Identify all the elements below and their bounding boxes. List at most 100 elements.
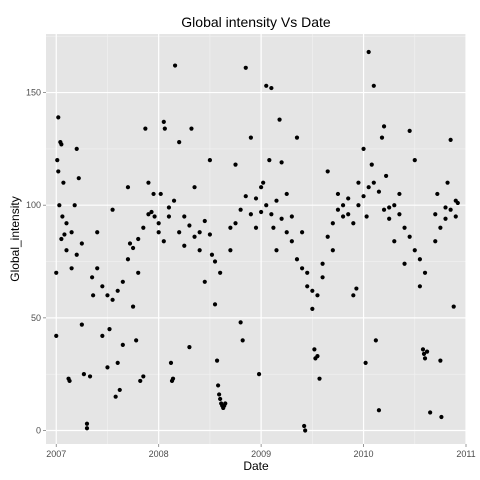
data-point (240, 338, 245, 343)
data-point (218, 396, 223, 402)
data-point (325, 169, 330, 174)
data-point (335, 207, 341, 212)
data-point (330, 248, 335, 253)
data-point (74, 252, 79, 257)
data-point (373, 338, 378, 343)
data-point (127, 241, 133, 246)
data-point (218, 270, 223, 275)
data-point (64, 221, 69, 226)
data-point (428, 410, 433, 415)
data-point (448, 137, 453, 142)
data-point (125, 257, 131, 262)
data-point (84, 421, 90, 426)
data-point (253, 225, 259, 230)
data-point (95, 266, 100, 271)
data-point (351, 293, 356, 298)
x-tick-label: 2008 (149, 449, 169, 459)
data-point (384, 173, 389, 179)
data-point (228, 225, 233, 230)
data-point (439, 414, 444, 420)
data-point (56, 115, 61, 120)
data-point (305, 284, 310, 289)
data-point (202, 279, 207, 284)
data-point (243, 194, 248, 199)
data-point (72, 203, 77, 208)
data-point (192, 234, 197, 239)
data-point (448, 207, 453, 212)
data-point (438, 358, 443, 363)
data-point (166, 205, 172, 210)
x-axis-ticks: 2007 2008 2009 2010 2011 (46, 444, 476, 459)
data-point (152, 214, 157, 219)
y-tick-label: 150 (26, 88, 41, 98)
data-point (320, 261, 325, 266)
data-point (253, 196, 259, 201)
data-point (351, 221, 356, 226)
data-point (130, 245, 136, 251)
data-point (279, 216, 284, 221)
data-point (264, 83, 269, 88)
data-point (422, 270, 428, 275)
data-point (256, 372, 262, 377)
data-point (340, 203, 346, 208)
data-point (209, 252, 215, 257)
data-point (120, 342, 125, 347)
y-axis-title: Global_intensity (8, 196, 22, 281)
data-point (187, 223, 192, 228)
data-point (197, 248, 202, 253)
data-point (212, 259, 218, 264)
data-point (259, 209, 264, 215)
data-point (87, 374, 93, 379)
x-tick-label: 2010 (354, 449, 374, 459)
data-point (110, 207, 115, 212)
data-point (117, 387, 122, 393)
data-point (161, 119, 166, 124)
data-point (217, 392, 222, 397)
data-point (156, 221, 161, 226)
data-point (289, 239, 294, 244)
data-point (223, 401, 228, 406)
data-point (438, 225, 443, 230)
data-point (267, 158, 272, 163)
data-point (397, 191, 402, 197)
data-point (100, 284, 105, 289)
data-point (451, 304, 456, 309)
data-point (238, 320, 243, 325)
data-point (279, 160, 284, 165)
data-point (387, 216, 392, 221)
data-point (202, 218, 207, 224)
data-point (54, 270, 59, 275)
data-point (421, 351, 427, 356)
data-point (289, 214, 294, 219)
data-point (417, 257, 422, 262)
data-point (233, 221, 238, 226)
data-point (407, 128, 412, 133)
data-point (56, 169, 61, 174)
data-point (243, 65, 248, 70)
data-point (356, 180, 361, 185)
data-point (453, 214, 458, 219)
data-point (402, 225, 407, 230)
data-point (214, 358, 220, 363)
data-point (84, 426, 90, 431)
data-point (407, 234, 412, 239)
data-point (346, 196, 351, 201)
data-point (376, 189, 382, 194)
data-point (310, 306, 315, 311)
data-point (172, 63, 178, 68)
data-point (445, 180, 450, 185)
data-point (261, 180, 266, 185)
y-tick-label: 50 (31, 313, 41, 323)
minor-gridlines (46, 34, 466, 444)
data-point (330, 221, 335, 226)
data-point (67, 378, 72, 384)
data-point (182, 214, 187, 219)
data-point (433, 212, 438, 217)
data-point (90, 275, 95, 280)
data-point (269, 212, 274, 217)
data-point (95, 230, 100, 235)
data-point (189, 126, 194, 131)
data-point (141, 225, 146, 230)
y-tick-label: 100 (26, 200, 41, 210)
